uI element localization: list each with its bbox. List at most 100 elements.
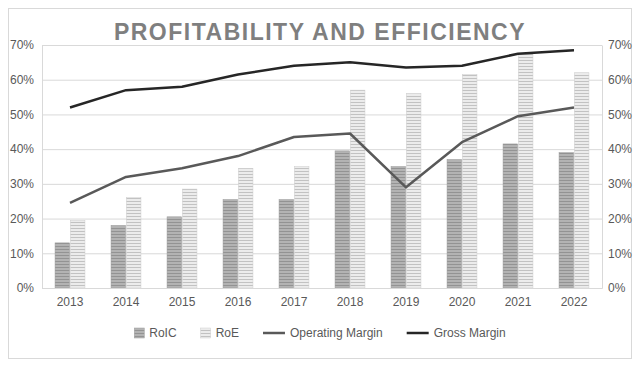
tick-label: 2019 <box>393 295 420 309</box>
axis-line <box>602 46 603 289</box>
tick-label: 2015 <box>169 295 196 309</box>
tick: 2014 <box>113 288 140 309</box>
tick: 10% <box>10 247 42 261</box>
tick: 0% <box>17 281 42 295</box>
tick: 2019 <box>393 288 420 309</box>
tick-label: 2018 <box>337 295 364 309</box>
legend-label: RoIC <box>149 326 177 340</box>
grid-line <box>42 80 602 81</box>
bar <box>559 153 574 288</box>
legend-item: Gross Margin <box>407 326 506 340</box>
tick-label: 2020 <box>449 295 476 309</box>
bar <box>350 90 365 288</box>
bar <box>238 168 253 288</box>
bar <box>279 199 294 288</box>
grid-line <box>42 184 602 185</box>
y2-axis: 0% 10% 20% 30% 40% 50% 60% 70% <box>602 38 632 295</box>
bar <box>70 220 85 288</box>
tick: 60% <box>10 73 42 87</box>
bar <box>503 144 518 288</box>
tick: 2016 <box>225 288 252 309</box>
tick: 50% <box>10 108 42 122</box>
legend-label: Gross Margin <box>434 326 506 340</box>
tick: 40% <box>10 142 42 156</box>
tick-label: 2022 <box>561 295 588 309</box>
tick: 2022 <box>561 288 588 309</box>
tick: 50% <box>602 108 632 122</box>
tick-label: 40% <box>608 142 632 156</box>
tick: 20% <box>602 212 632 226</box>
bar <box>335 151 350 288</box>
tick: 70% <box>602 38 632 52</box>
grid-line <box>42 149 602 150</box>
tick-label: 2021 <box>505 295 532 309</box>
tick-label: 20% <box>608 212 632 226</box>
bar <box>574 73 589 288</box>
y-axis: 0% 10% 20% 30% 40% 50% 60% 70% <box>10 38 43 295</box>
chart-frame <box>9 9 632 359</box>
tick-label: 70% <box>10 38 34 52</box>
legend-item: RoIC <box>134 326 177 340</box>
line <box>70 107 574 202</box>
tick-label: 50% <box>608 108 632 122</box>
tick: 30% <box>10 177 42 191</box>
tick-label: 2017 <box>281 295 308 309</box>
tick: 2018 <box>337 288 364 309</box>
legend-key <box>407 332 429 335</box>
tick-label: 50% <box>10 108 34 122</box>
bar <box>223 199 238 288</box>
bar <box>111 226 126 288</box>
axis-line <box>43 288 603 289</box>
legend-key <box>201 328 211 338</box>
tick-label: 60% <box>10 73 34 87</box>
bar <box>55 243 70 288</box>
tick: 2017 <box>281 288 308 309</box>
grid <box>42 46 602 289</box>
tick-label: 70% <box>608 38 632 52</box>
tick: 20% <box>10 212 42 226</box>
tick-label: 0% <box>17 281 35 295</box>
grid-line <box>42 288 602 289</box>
tick: 30% <box>602 177 632 191</box>
legend-key <box>134 328 144 338</box>
bar <box>294 167 309 289</box>
tick-label: 2013 <box>57 295 84 309</box>
tick: 2021 <box>505 288 532 309</box>
title: PROFITABILITY AND EFFICIENCY <box>114 19 526 45</box>
tick: 40% <box>602 142 632 156</box>
tick-label: 40% <box>10 142 34 156</box>
axis-line <box>42 46 43 289</box>
legend-key <box>263 332 285 335</box>
tick-label: 2016 <box>225 295 252 309</box>
tick-label: 30% <box>10 177 34 191</box>
tick-label: 60% <box>608 73 632 87</box>
chart: 0% 10% 20% 30% 40% 50% 60% 70% 0% 10% 20% 30% 40% 50%… <box>0 0 640 370</box>
line <box>70 50 574 107</box>
tick-label: 30% <box>608 177 632 191</box>
tick: 10% <box>602 247 632 261</box>
tick: 70% <box>10 38 42 52</box>
legend: RoIC RoE Operating Margin Gross Margin <box>134 326 505 340</box>
tick-label: 10% <box>608 247 632 261</box>
legend-item: RoE <box>201 326 239 340</box>
tick: 0% <box>602 281 626 295</box>
bar <box>447 160 462 288</box>
bar <box>167 217 182 288</box>
tick-label: 2014 <box>113 295 140 309</box>
bar <box>182 189 197 288</box>
bar <box>462 75 477 288</box>
tick: 2015 <box>169 288 196 309</box>
bar <box>126 198 141 288</box>
grid-line <box>42 45 602 46</box>
bar-series <box>55 144 574 288</box>
x-axis: 2013 2014 2015 2016 2017 2018 2019 2020 2021 2022 <box>43 288 603 309</box>
legend-item: Operating Margin <box>263 326 383 340</box>
tick-label: 0% <box>608 281 626 295</box>
tick: 60% <box>602 73 632 87</box>
legend-label: RoE <box>216 326 239 340</box>
grid-line <box>42 219 602 220</box>
legend-label: Operating Margin <box>290 326 383 340</box>
tick: 2020 <box>449 288 476 309</box>
tick: 2013 <box>57 288 84 309</box>
bar <box>518 54 533 288</box>
